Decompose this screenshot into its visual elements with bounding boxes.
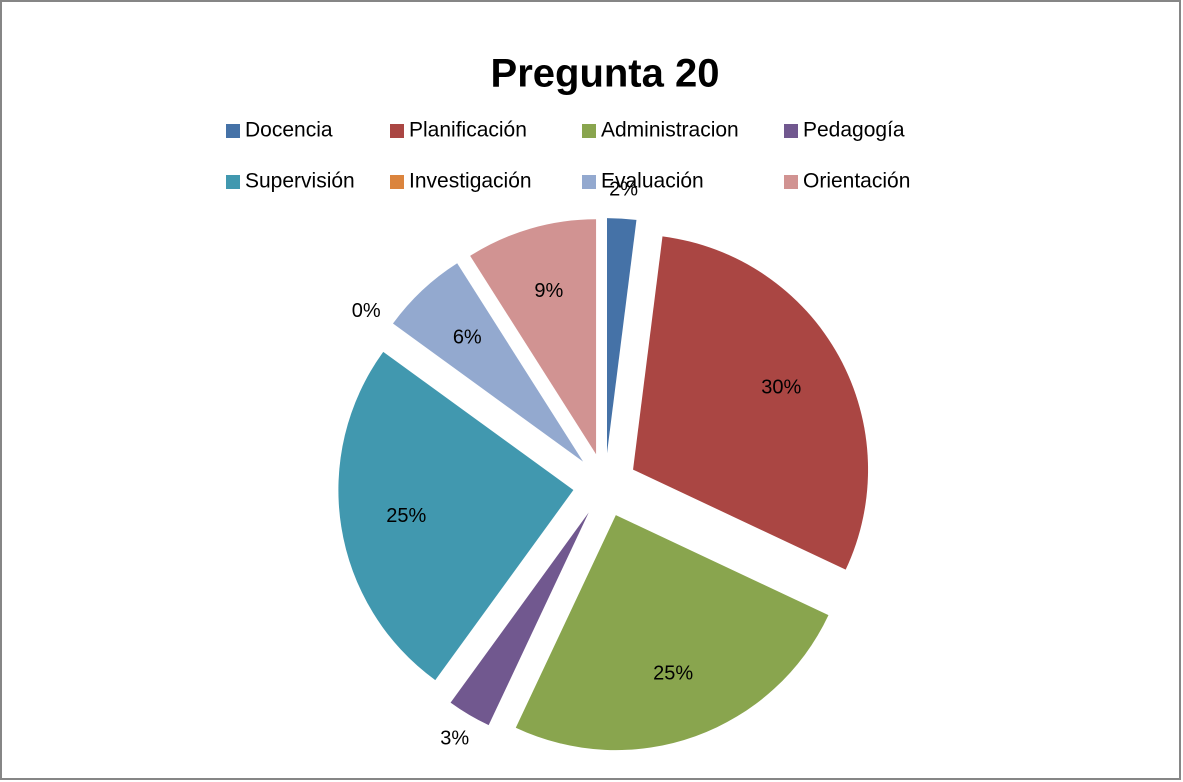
legend-label: Evaluación — [601, 170, 704, 193]
legend-swatch — [582, 124, 596, 138]
legend-swatch — [582, 175, 596, 189]
data-label: 0% — [352, 300, 381, 322]
pie-slice — [470, 219, 597, 455]
legend-swatch — [784, 124, 798, 138]
legend-swatch — [226, 124, 240, 138]
pie-slice — [607, 218, 637, 454]
data-label: 25% — [386, 505, 426, 527]
pie-slice — [450, 512, 589, 726]
data-label: 3% — [440, 727, 469, 749]
pie-slice — [633, 236, 869, 570]
pie-slice — [392, 263, 584, 462]
pie-slice — [338, 351, 574, 681]
legend-label: Orientación — [803, 170, 910, 193]
chart-title: Pregunta 20 — [491, 52, 720, 96]
data-label: 25% — [653, 663, 693, 685]
data-label: 2% — [609, 179, 638, 201]
data-label: 30% — [761, 376, 801, 398]
legend-label: Planificación — [409, 119, 527, 142]
legend-label: Pedagogía — [803, 119, 905, 142]
legend-label: Supervisión — [245, 170, 355, 193]
data-label: 9% — [534, 280, 563, 302]
legend-label: Docencia — [245, 119, 333, 142]
data-label: 6% — [453, 327, 482, 349]
legend-label: Investigación — [409, 170, 532, 193]
pie-slice — [515, 515, 829, 751]
legend-label: Administracion — [601, 119, 739, 142]
legend-swatch — [784, 175, 798, 189]
legend-swatch — [390, 124, 404, 138]
legend-swatch — [390, 175, 404, 189]
legend-swatch — [226, 175, 240, 189]
